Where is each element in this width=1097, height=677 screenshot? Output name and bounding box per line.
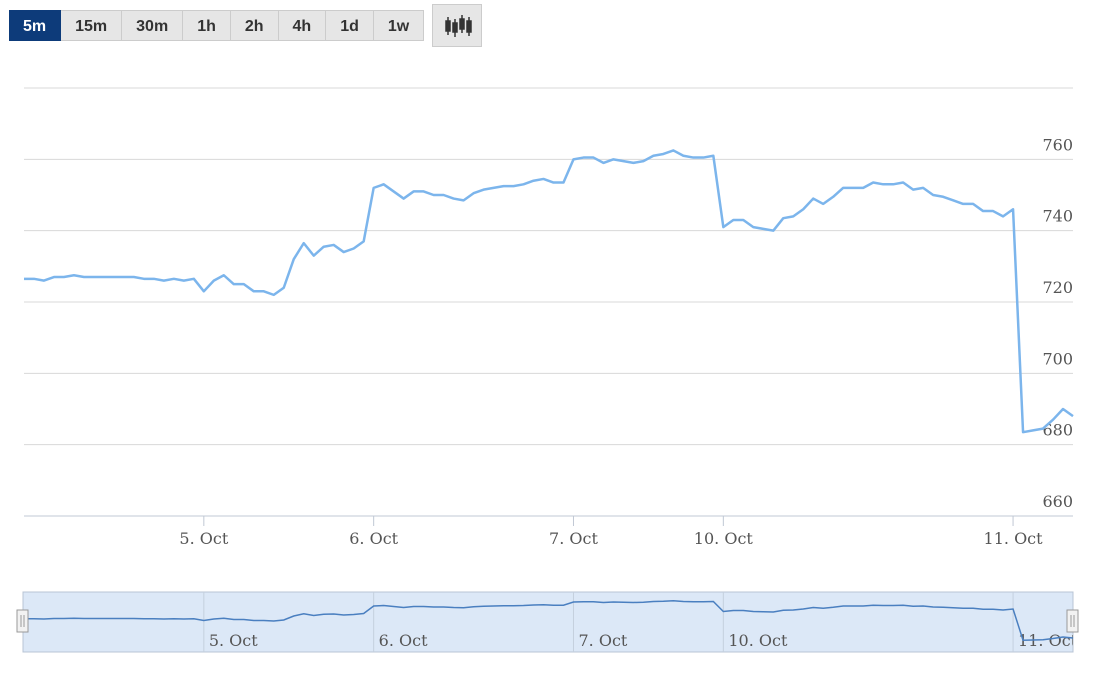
y-tick-label: 760 [1042, 135, 1073, 154]
nav-label: 7. Oct [578, 631, 627, 650]
nav-handle[interactable] [1066, 609, 1079, 633]
x-tick-label: 7. Oct [549, 529, 598, 548]
x-tick-label: 11. Oct [984, 529, 1044, 548]
nav-label: 5. Oct [209, 631, 258, 650]
chart-type-button[interactable] [432, 4, 482, 47]
y-tick-label: 680 [1042, 421, 1073, 440]
nav-handle[interactable] [16, 609, 29, 633]
nav-line [24, 599, 1074, 642]
y-tick-label: 740 [1042, 207, 1073, 226]
nav-label: 6. Oct [379, 631, 428, 650]
range-button[interactable]: 1d [326, 10, 374, 41]
y-tick-label: 720 [1042, 278, 1073, 297]
range-button[interactable]: 15m [61, 10, 123, 41]
range-button[interactable]: 2h [230, 10, 279, 41]
navigator [22, 591, 1074, 653]
x-tick-label: 6. Oct [349, 529, 398, 548]
nav-label: 10. Oct [728, 631, 788, 650]
y-tick-label: 700 [1042, 349, 1073, 368]
range-button[interactable]: 30m [122, 10, 184, 41]
x-tick-label: 5. Oct [179, 529, 228, 548]
range-button[interactable]: 1h [183, 10, 231, 41]
range-selector: 5m 15m 30m 1h 2h 4h 1d 1w [9, 10, 425, 41]
y-tick-label: 660 [1042, 492, 1073, 511]
candlestick-icon [445, 15, 472, 37]
x-tick-label: 10. Oct [694, 529, 754, 548]
price-line [24, 149, 1074, 434]
range-button[interactable]: 5m [9, 10, 62, 41]
range-button[interactable]: 4h [278, 10, 327, 41]
nav-label: 11. Oct [1018, 631, 1078, 650]
range-button[interactable]: 1w [373, 10, 425, 41]
